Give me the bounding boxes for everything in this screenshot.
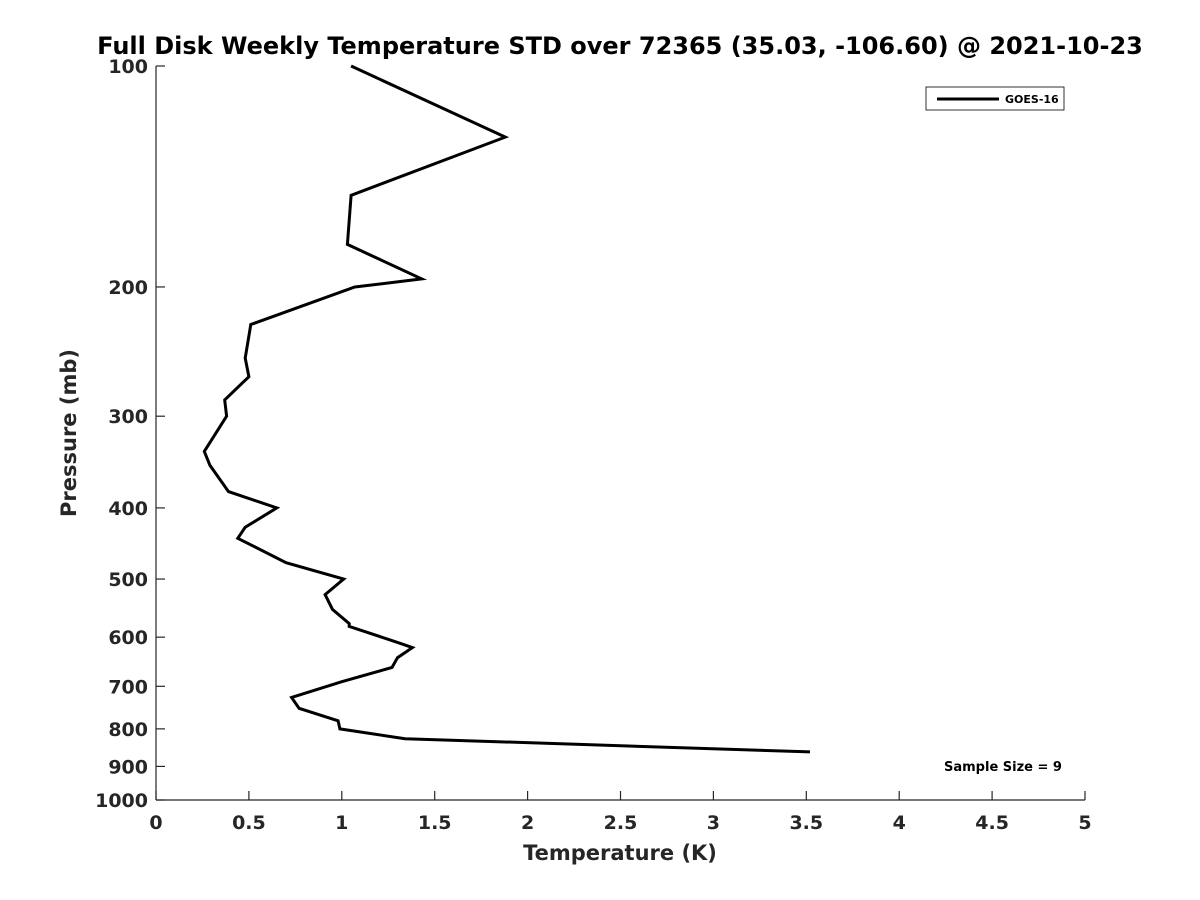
y-tick-label: 1000 [95,790,148,812]
y-tick-label: 800 [108,719,148,741]
y-ticks: 100 200 300 400 500 600 700 800 900 1000 [95,56,165,812]
y-tick-label: 400 [108,498,148,520]
x-tick-label: 4.5 [975,812,1009,834]
y-tick-label: 300 [108,406,148,428]
x-tick-label: 3 [707,812,720,834]
x-tick-label: 5 [1078,812,1091,834]
plot-axes [155,66,1085,801]
x-tick-label: 1 [335,812,348,834]
y-tick-label: 700 [108,676,148,698]
x-tick-label: 4 [893,812,906,834]
series-line-goes-16 [202,64,811,754]
x-tick-label: 2.5 [604,812,638,834]
x-tick-label: 2 [521,812,534,834]
x-tick-label: 0 [149,812,162,834]
series-group [202,64,811,754]
chart-title: Full Disk Weekly Temperature STD over 72… [97,32,1143,60]
y-tick-label: 100 [108,56,148,78]
legend-label-goes-16: GOES-16 [1005,93,1059,106]
y-tick-label: 600 [108,627,148,649]
legend: GOES-16 [925,86,1065,111]
x-axis-label: Temperature (K) [523,841,717,865]
y-tick-label: 200 [108,277,148,299]
x-tick-label: 3.5 [789,812,823,834]
y-tick-label: 900 [108,756,148,778]
sample-size-annotation: Sample Size = 9 [944,760,1062,775]
x-ticks: 0 0.5 1 1.5 2 2.5 3 3.5 4 4.5 5 [149,791,1092,834]
x-tick-label: 1.5 [418,812,452,834]
y-axis-label: Pressure (mb) [57,349,81,517]
x-tick-label: 0.5 [232,812,266,834]
y-tick-label: 500 [108,569,148,591]
